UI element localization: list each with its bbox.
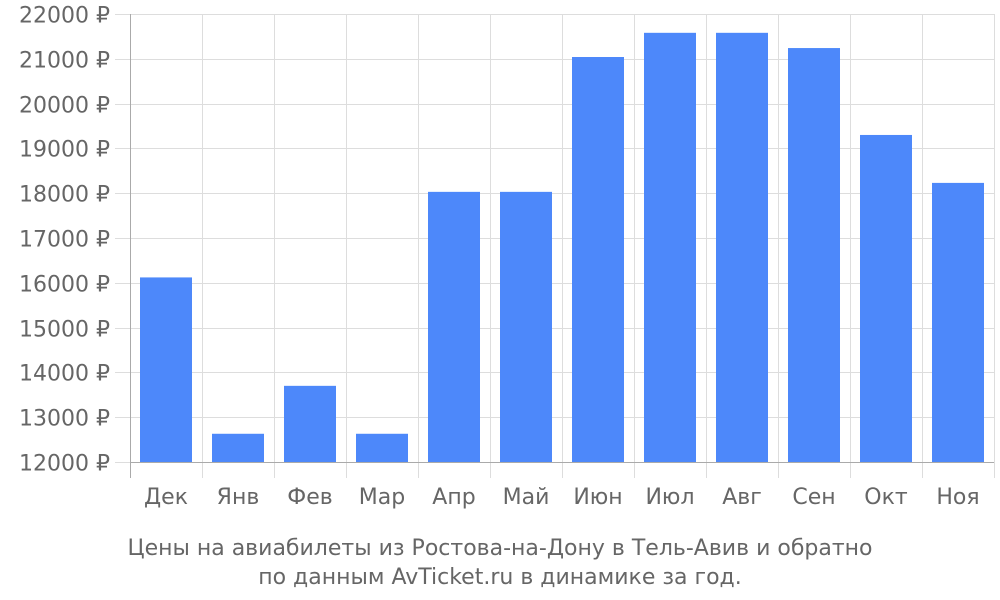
x-tick-label: Июн: [573, 485, 622, 510]
bar-4: [356, 433, 408, 462]
bars: [140, 32, 984, 463]
x-tick-label: Июл: [645, 485, 694, 510]
y-tick-label: 19000 ₽: [19, 138, 110, 163]
bar-11: [860, 134, 912, 462]
chart-caption-line-1: Цены на авиабилеты из Ростова-на-Дону в …: [127, 536, 873, 561]
bar-7: [572, 57, 624, 463]
x-tick-label: Дек: [144, 485, 188, 510]
y-tick-label: 12000 ₽: [19, 452, 110, 477]
x-tick-label: Май: [503, 485, 550, 510]
bar-9: [716, 32, 768, 462]
bar-2: [212, 433, 264, 462]
y-tick-label: 17000 ₽: [19, 228, 110, 253]
y-tick-label: 21000 ₽: [19, 49, 110, 74]
x-tick-label: Апр: [432, 485, 475, 510]
bar-8: [644, 32, 696, 462]
x-tick-label: Сен: [792, 485, 835, 510]
y-tick-label: 18000 ₽: [19, 183, 110, 208]
chart-caption-line-2: по данным AvTicket.ru в динамике за год.: [258, 565, 742, 590]
y-tick-label: 13000 ₽: [19, 407, 110, 432]
bar-1: [140, 277, 192, 462]
x-tick-label: Ноя: [936, 485, 979, 510]
y-tick-label: 15000 ₽: [19, 318, 110, 343]
bar-12: [932, 182, 984, 462]
y-tick-label: 16000 ₽: [19, 273, 110, 298]
x-tick-label: Фев: [287, 485, 332, 510]
bar-5: [428, 191, 480, 462]
bar-3: [284, 385, 336, 462]
grid: [115, 14, 995, 478]
x-tick-label: Авг: [722, 485, 762, 510]
y-tick-label: 22000 ₽: [19, 4, 110, 29]
y-tick-label: 20000 ₽: [19, 94, 110, 119]
bar-chart: 12000 ₽ 13000 ₽ 14000 ₽ 15000 ₽ 16000 ₽ 17000…: [19, 4, 995, 511]
x-tick-label: Мар: [359, 485, 405, 510]
x-tick-label: Янв: [217, 485, 260, 510]
y-tick-label: 14000 ₽: [19, 362, 110, 387]
bar-6: [500, 191, 552, 462]
x-tick-label: Окт: [864, 485, 908, 510]
tick-labels: 12000 ₽ 13000 ₽ 14000 ₽ 15000 ₽ 16000 ₽ 17000…: [19, 4, 980, 511]
bar-10: [788, 48, 840, 462]
axes: [130, 14, 994, 478]
